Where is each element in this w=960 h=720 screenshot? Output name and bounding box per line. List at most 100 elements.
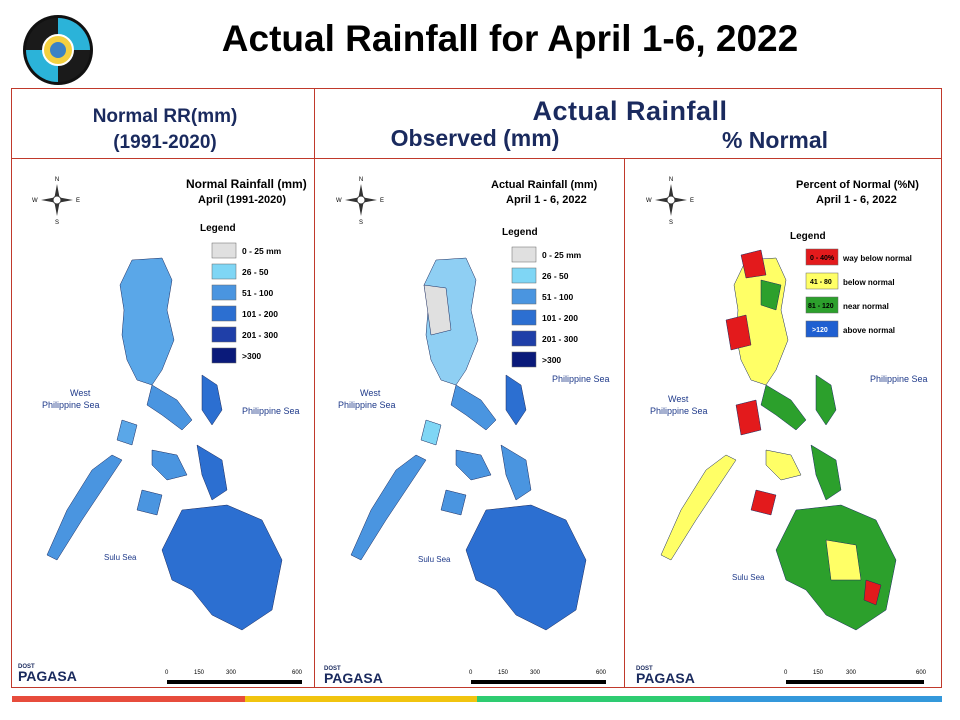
legend-title: Legend	[200, 223, 236, 234]
map-title-line1: Actual Rainfall (mm)	[491, 179, 598, 191]
actual-rainfall-map: N S E W Actual Rainfall (mm) April 1 - 6…	[324, 177, 610, 686]
legend-swatch	[211, 347, 237, 364]
sea-label-west: West	[668, 394, 689, 404]
compass-s: S	[55, 220, 59, 226]
legend-label: >300	[242, 351, 261, 361]
header-divider	[11, 158, 942, 159]
scale-tick: 0	[469, 670, 473, 676]
legend-label: 0 - 25 mm	[242, 246, 282, 256]
pagasa-brand: DOST PAGASA	[636, 666, 695, 686]
observed-header: Observed (mm)	[390, 125, 560, 151]
strip-segment	[709, 696, 942, 702]
compass-s: S	[359, 220, 363, 226]
strip-segment	[244, 696, 477, 702]
sea-label-east: Philippine Sea	[552, 374, 610, 384]
compass-icon: N S E W	[646, 177, 694, 226]
normal-rainfall-map: N S E W Normal Rainfall (mm) April (1991…	[18, 177, 307, 684]
legend-swatch	[211, 305, 237, 322]
sea-label-west: Philippine Sea	[650, 406, 708, 416]
sea-label-sulu: Sulu Sea	[418, 555, 451, 564]
legend-label: >300	[542, 355, 561, 365]
compass-e: E	[690, 198, 694, 204]
sea-label-west: West	[360, 388, 381, 398]
compass-n: N	[55, 177, 59, 183]
legend-swatch	[805, 272, 839, 290]
brand-name: PAGASA	[636, 670, 695, 686]
compass-w: W	[32, 198, 38, 204]
scale-bar: 0 150 300 600	[165, 670, 303, 684]
scale-bar: 0 150 300 600	[469, 670, 607, 684]
color-strip	[12, 696, 942, 702]
pagasa-logo-icon	[23, 15, 93, 85]
brand-small: DOST	[18, 664, 35, 670]
sea-label-sulu: Sulu Sea	[732, 573, 765, 582]
legend: 0 - 40% way below normal 41 - 80 below n…	[805, 248, 912, 338]
compass-s: S	[669, 220, 673, 226]
compass-w: W	[336, 198, 342, 204]
strip-segment	[12, 696, 245, 702]
brand-name: PAGASA	[324, 670, 383, 686]
legend-label: above normal	[843, 326, 895, 335]
scale-tick: 0	[165, 670, 169, 676]
legend-label: 26 - 50	[542, 271, 569, 281]
legend-swatch	[805, 320, 839, 338]
map-title-line2: April (1991-2020)	[198, 194, 286, 206]
legend-label: 201 - 300	[542, 334, 578, 344]
percent-normal-map-panel: N S E W Percent of Normal (%N) April 1 -…	[626, 160, 940, 686]
normal-header-line1: Normal RR(mm)	[92, 106, 238, 127]
legend-swatch	[511, 288, 537, 305]
legend-label: 201 - 300	[242, 330, 278, 340]
legend-swatch	[805, 296, 839, 314]
brand-small: DOST	[636, 666, 653, 672]
legend: 0 - 25 mm 26 - 50 51 - 100 101 - 200 201…	[211, 242, 282, 364]
philippines-landmass	[46, 257, 283, 631]
scale-tick: 150	[813, 670, 824, 676]
scale-tick: 300	[226, 670, 237, 676]
map-title-line1: Percent of Normal (%N)	[796, 179, 919, 191]
column-divider	[624, 158, 625, 688]
legend-swatch	[511, 246, 537, 263]
page-title: Actual Rainfall for April 1-6, 2022	[221, 18, 799, 59]
legend-title: Legend	[502, 227, 538, 238]
legend-swatch	[211, 326, 237, 343]
actual-header: Actual Rainfall	[532, 96, 728, 126]
scale-tick: 600	[916, 670, 927, 676]
normal-header: Normal RR(mm) (1991-2020)	[20, 104, 310, 156]
legend-swatch	[805, 248, 839, 266]
map-title-line2: April 1 - 6, 2022	[816, 194, 897, 206]
legend-swatch	[511, 309, 537, 326]
map-title-line1: Normal Rainfall (mm)	[186, 177, 307, 191]
legend-range: 41 - 80	[810, 279, 832, 286]
legend-swatch	[211, 242, 237, 259]
compass-e: E	[380, 198, 384, 204]
column-divider	[314, 88, 315, 688]
legend-title: Legend	[790, 231, 826, 242]
legend-swatch	[211, 284, 237, 301]
compass-icon: N S E W	[336, 177, 384, 226]
brand-name: PAGASA	[18, 668, 77, 684]
sea-label-west: West	[70, 388, 91, 398]
scale-bar: 0 150 300 600	[784, 670, 927, 684]
legend: 0 - 25 mm 26 - 50 51 - 100 101 - 200 201…	[511, 246, 582, 368]
legend-range: 0 - 40%	[810, 255, 835, 262]
percent-header: % Normal	[721, 127, 829, 153]
content-frame	[11, 88, 942, 688]
map-title-line2: April 1 - 6, 2022	[506, 194, 587, 206]
actual-rainfall-map-panel: N S E W Actual Rainfall (mm) April 1 - 6…	[316, 160, 624, 686]
sea-label-sulu: Sulu Sea	[104, 553, 137, 562]
scale-tick: 300	[530, 670, 541, 676]
pagasa-brand: DOST PAGASA	[18, 664, 77, 684]
legend-range: >120	[812, 327, 828, 334]
scale-tick: 0	[784, 670, 788, 676]
legend-swatch	[211, 263, 237, 280]
legend-swatch	[511, 267, 537, 284]
legend-label: way below normal	[842, 254, 912, 263]
compass-icon: N S E W	[32, 177, 80, 226]
compass-n: N	[669, 177, 673, 183]
scale-tick: 600	[596, 670, 607, 676]
scale-tick: 150	[498, 670, 509, 676]
sea-label-west: Philippine Sea	[338, 400, 396, 410]
compass-w: W	[646, 198, 652, 204]
percent-normal-map: N S E W Percent of Normal (%N) April 1 -…	[636, 177, 928, 686]
sea-label-east: Philippine Sea	[242, 406, 300, 416]
